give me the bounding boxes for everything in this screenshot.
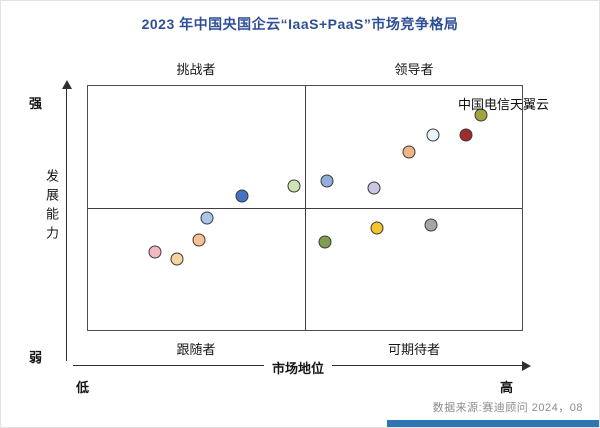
y-axis-high-label: 强 xyxy=(29,96,43,111)
scatter-point xyxy=(459,128,473,142)
x-axis-title: 市场地位 xyxy=(73,358,523,377)
scatter-point xyxy=(170,252,184,266)
point-annotation: 中国电信天翼云 xyxy=(458,97,550,112)
y-axis-title: 发展能力 xyxy=(44,169,59,245)
x-axis-title-text: 市场地位 xyxy=(263,361,332,376)
scatter-point xyxy=(370,221,384,235)
scatter-point xyxy=(192,233,206,247)
scatter-point xyxy=(235,189,249,203)
quadrant-label-followers: 跟随者 xyxy=(176,342,216,357)
scatter-point xyxy=(402,145,416,159)
y-axis-low-label: 弱 xyxy=(29,350,43,365)
scatter-point xyxy=(148,245,162,259)
x-axis-high-label: 高 xyxy=(500,380,514,395)
scatter-point xyxy=(200,211,214,225)
quadrant-label-challengers: 挑战者 xyxy=(176,62,216,77)
chart-title: 2023 年中国央国企云“IaaS+PaaS”市场竞争格局 xyxy=(141,16,459,32)
scatter-point xyxy=(320,174,334,188)
scatter-point xyxy=(424,218,438,232)
scatter-point xyxy=(426,128,440,142)
plot-area xyxy=(87,85,523,331)
scatter-point xyxy=(474,108,488,122)
scatter-point xyxy=(318,235,332,249)
y-axis-arrow-icon xyxy=(62,80,72,89)
x-axis-arrow-icon xyxy=(522,361,531,371)
footer-accent-bar xyxy=(387,420,599,427)
quadrant-label-leaders: 领导者 xyxy=(394,62,434,77)
x-axis-low-label: 低 xyxy=(76,380,90,395)
quadrant-horizontal-divider xyxy=(88,207,522,209)
data-source-note: 数据来源:赛迪顾问 2024，08 xyxy=(432,402,583,414)
scatter-point xyxy=(287,179,301,193)
y-axis-line xyxy=(66,89,67,361)
quadrant-label-expected: 可期待者 xyxy=(387,342,440,357)
scatter-point xyxy=(367,181,381,195)
